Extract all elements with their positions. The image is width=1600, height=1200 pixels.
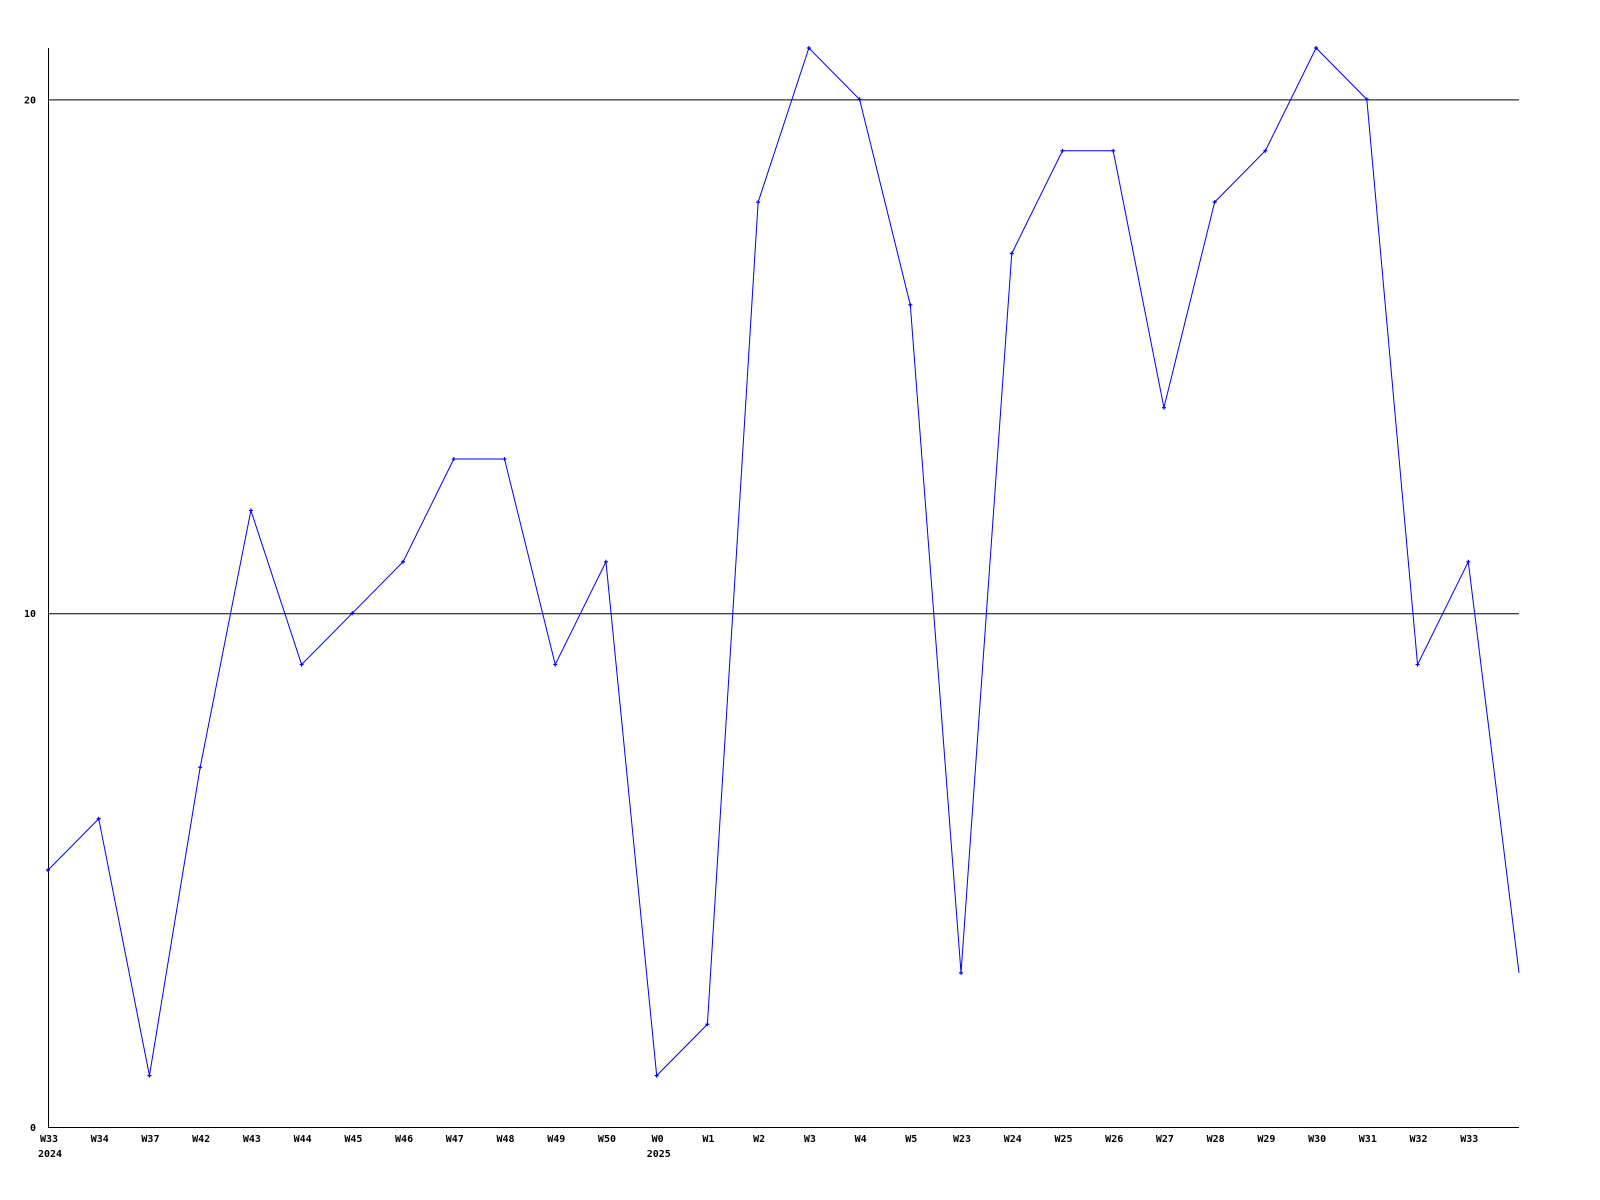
data-point — [603, 559, 608, 564]
x-tick-label: W23 — [953, 1134, 971, 1145]
data-point — [1161, 405, 1166, 410]
x-tick-label: W28 — [1207, 1134, 1225, 1145]
data-point — [908, 302, 913, 307]
x-tick-label: W1 — [702, 1134, 714, 1145]
data-point — [806, 46, 811, 50]
x-tick-label: W43 — [243, 1134, 261, 1145]
data-point — [959, 970, 964, 975]
x-tick-label: W33 — [40, 1134, 58, 1145]
data-point — [96, 816, 101, 821]
data-point — [1060, 148, 1065, 153]
data-point — [1314, 46, 1319, 50]
y-tick-label: 20 — [24, 95, 36, 106]
data-point — [198, 765, 203, 770]
data-point — [248, 508, 253, 513]
data-point — [1111, 148, 1116, 153]
data-point — [1415, 662, 1420, 667]
data-point — [401, 559, 406, 564]
data-point — [502, 457, 507, 462]
x-tick-label: W0 — [652, 1134, 664, 1145]
x-tick-label: W33 — [1460, 1134, 1478, 1145]
x-tick-label: W26 — [1105, 1134, 1123, 1145]
series-line — [47, 47, 1520, 1077]
x-tick-label: W42 — [192, 1134, 210, 1145]
x-tick-label: W25 — [1054, 1134, 1072, 1145]
x-tick-label: W37 — [141, 1134, 159, 1145]
x-tick-label: W30 — [1308, 1134, 1326, 1145]
x-tick-label: W31 — [1359, 1134, 1377, 1145]
x-tick-label: W50 — [598, 1134, 616, 1145]
x-tick-label: W27 — [1156, 1134, 1174, 1145]
data-point — [299, 662, 304, 667]
data-point — [756, 200, 761, 205]
data-point — [350, 611, 355, 616]
x-tick-label: W5 — [905, 1134, 917, 1145]
x-tick-label: W34 — [91, 1134, 109, 1145]
data-point — [705, 1022, 710, 1027]
data-point — [1466, 559, 1471, 564]
x-tick-label: W49 — [547, 1134, 565, 1145]
x-tick-label: W45 — [344, 1134, 362, 1145]
x-tick-label: W48 — [496, 1134, 514, 1145]
x-tick-label: W46 — [395, 1134, 413, 1145]
x-tick-label: W4 — [855, 1134, 867, 1145]
data-point — [654, 1073, 659, 1078]
x-tick-label: W24 — [1004, 1134, 1022, 1145]
data-point — [1009, 251, 1014, 256]
data-point — [451, 457, 456, 462]
x-tick-label: W2 — [753, 1134, 765, 1145]
y-tick-label: 10 — [24, 609, 36, 620]
data-point — [857, 97, 862, 102]
data-point — [46, 868, 50, 873]
x-tick-label: W44 — [294, 1134, 312, 1145]
data-point — [147, 1073, 152, 1078]
data-point — [1263, 148, 1268, 153]
x-tick-label: W47 — [446, 1134, 464, 1145]
data-point — [553, 662, 558, 667]
year-label: 2024 — [38, 1149, 62, 1160]
x-tick-label: W29 — [1257, 1134, 1275, 1145]
x-tick-label: W32 — [1410, 1134, 1428, 1145]
y-tick-label: 0 — [30, 1123, 36, 1134]
x-tick-label: W3 — [804, 1134, 816, 1145]
year-label: 2025 — [647, 1149, 671, 1160]
data-point — [1364, 97, 1369, 102]
data-point — [1212, 200, 1217, 205]
